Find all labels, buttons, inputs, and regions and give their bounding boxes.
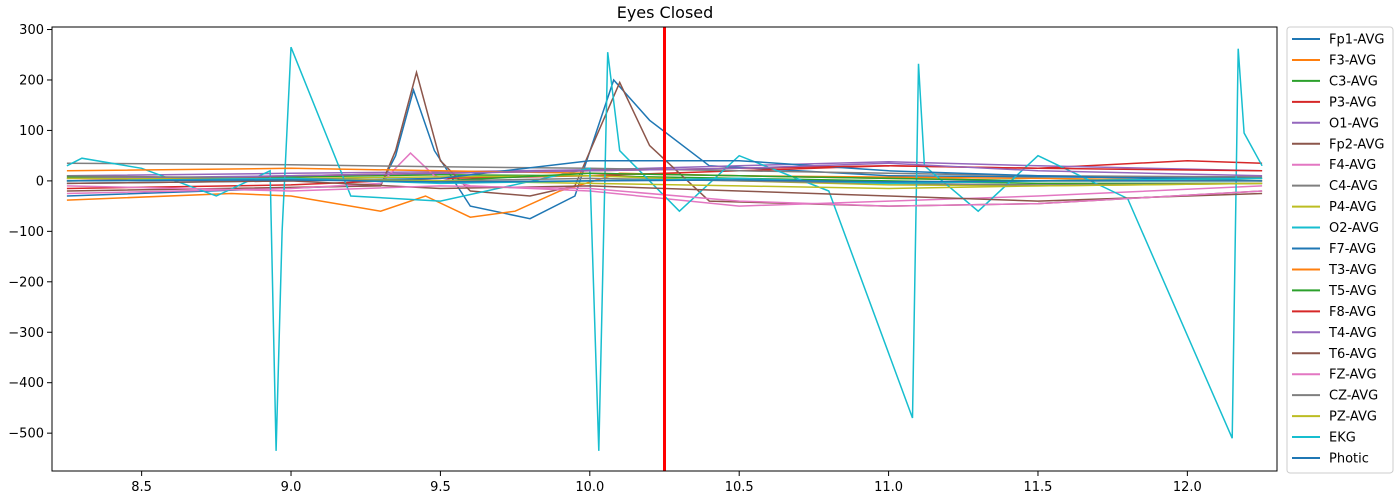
legend-label: C4-AVG (1329, 179, 1378, 194)
legend-label: T4-AVG (1328, 326, 1377, 341)
y-tick-label: −100 (8, 225, 44, 240)
y-tick-label: −500 (8, 427, 44, 442)
legend-label: T5-AVG (1328, 284, 1377, 299)
legend-label: C3-AVG (1329, 74, 1378, 89)
legend-label: Fp2-AVG (1329, 137, 1384, 152)
y-tick-label: 0 (36, 174, 44, 189)
legend: Fp1-AVG F3-AVG C3-AVG P3-AVG O1-AVG Fp2-AVG F4… (1286, 26, 1394, 474)
legend-label: CZ-AVG (1329, 389, 1378, 404)
y-tick-label: −400 (8, 376, 44, 391)
x-tick-label: 12.0 (1173, 480, 1202, 495)
legend-label: Photic (1329, 452, 1369, 467)
y-tick-label: −300 (8, 326, 44, 341)
x-tick-label: 11.5 (1023, 480, 1052, 495)
legend-label: F3-AVG (1329, 53, 1376, 68)
x-tick-label: 9.5 (430, 480, 451, 495)
x-tick-label: 8.5 (131, 480, 152, 495)
legend-label: T6-AVG (1328, 347, 1377, 362)
legend-label: P3-AVG (1329, 95, 1377, 110)
legend-label: F4-AVG (1329, 158, 1376, 173)
chart-title: Eyes Closed (617, 3, 714, 22)
x-tick-label: 10.0 (575, 480, 604, 495)
legend-label: FZ-AVG (1329, 368, 1377, 383)
legend-label: P4-AVG (1329, 200, 1377, 215)
legend-label: O2-AVG (1329, 221, 1379, 236)
legend-box (1286, 26, 1394, 474)
legend-label: T3-AVG (1328, 263, 1377, 278)
plot-area-frame (51, 26, 1278, 472)
y-tick-label: −200 (8, 275, 44, 290)
y-tick-label: 200 (19, 73, 44, 88)
y-tick-label: 300 (19, 23, 44, 38)
x-axis: 8.5 9.0 9.5 10.0 10.5 11.0 11.5 12.0 (131, 471, 1202, 495)
x-tick-label: 9.0 (281, 480, 302, 495)
y-tick-label: 100 (19, 124, 44, 139)
legend-label: F7-AVG (1329, 242, 1376, 257)
series-line-fp1-avg (66, 78, 1263, 220)
legend-label: PZ-AVG (1329, 410, 1377, 425)
x-tick-label: 10.5 (725, 480, 754, 495)
legend-label: EKG (1329, 431, 1356, 446)
legend-label: F8-AVG (1329, 305, 1376, 320)
y-axis: 300 200 100 0 −100 −200 −300 −400 −500 (8, 23, 52, 442)
x-tick-label: 11.0 (874, 480, 903, 495)
legend-label: Fp1-AVG (1329, 33, 1384, 48)
legend-label: O1-AVG (1329, 116, 1379, 131)
